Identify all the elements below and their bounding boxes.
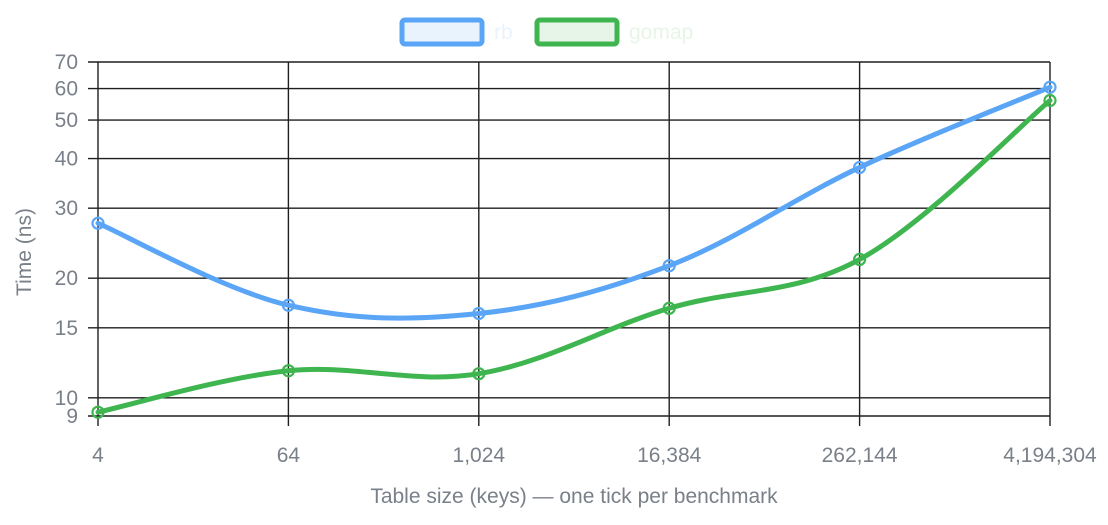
x-tick-label: 1,024 <box>453 444 506 467</box>
legend-item-gomap[interactable]: gomap <box>534 17 693 47</box>
y-tick-label: 20 <box>55 267 78 290</box>
y-tick-label: 50 <box>55 109 78 132</box>
data-point-gomap[interactable] <box>852 252 867 267</box>
legend-swatch <box>534 17 620 47</box>
x-axis-title: Table size (keys) — one tick per benchma… <box>370 485 778 508</box>
data-point-gomap[interactable] <box>281 364 295 378</box>
data-point-rb[interactable] <box>662 259 676 273</box>
legend: rb gomap <box>399 17 693 47</box>
data-point-gomap[interactable] <box>472 367 486 381</box>
y-axis-title: Time (ns) <box>13 208 36 296</box>
y-tick-label: 40 <box>55 148 78 171</box>
legend-label: rb <box>494 21 513 44</box>
data-point-rb[interactable] <box>281 298 295 312</box>
series-line-rb <box>95 84 1053 321</box>
x-tick-label: 262,144 <box>822 444 898 467</box>
legend-swatch <box>399 17 485 47</box>
legend-item-rb[interactable]: rb <box>399 17 513 47</box>
grid <box>88 61 1051 426</box>
x-tick-label: 4 <box>92 444 104 467</box>
y-tick-label: 70 <box>55 51 78 74</box>
y-tick-label: 9 <box>66 405 78 428</box>
series-line-gomap <box>95 98 1053 415</box>
y-tick-label: 60 <box>55 78 78 101</box>
data-point-rb[interactable] <box>1043 80 1057 94</box>
y-tick-label: 15 <box>55 317 78 340</box>
y-axis-ticks: 910 15 20 30 40 50 60 70 <box>55 51 78 428</box>
x-tick-label: 4,194,304 <box>1003 444 1097 467</box>
data-point-gomap[interactable] <box>662 301 676 315</box>
x-tick-label: 64 <box>277 444 301 467</box>
legend-label: gomap <box>629 21 693 44</box>
data-points <box>91 80 1057 419</box>
y-tick-label: 30 <box>55 197 78 220</box>
y-tick-label: 10 <box>55 387 78 410</box>
data-point-gomap[interactable] <box>1043 93 1057 108</box>
x-axis-ticks: 4 64 1,024 16,384 262,144 4,194,304 <box>92 444 1097 467</box>
data-point-rb[interactable] <box>91 216 105 230</box>
data-point-rb[interactable] <box>472 306 486 321</box>
x-tick-label: 16,384 <box>637 444 702 467</box>
series-lines <box>95 84 1053 415</box>
data-point-gomap[interactable] <box>91 405 105 419</box>
data-point-rb[interactable] <box>852 160 867 175</box>
